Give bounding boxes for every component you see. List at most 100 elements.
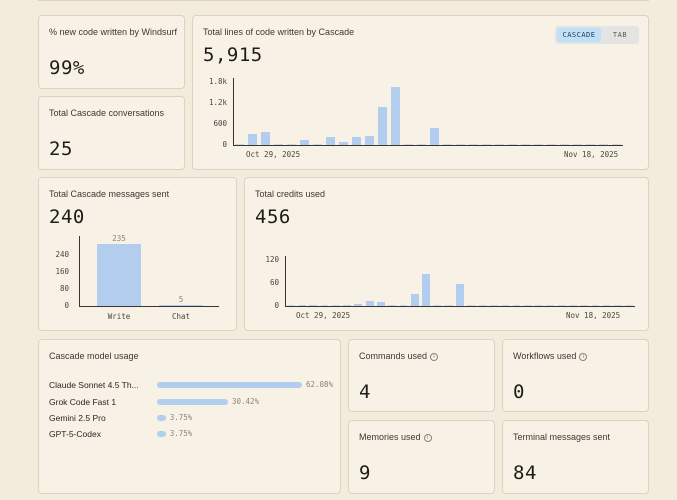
chart-bar [481,144,492,145]
x-tick-label: Oct 29, 2025 [246,150,301,159]
x-tick-label: Oct 29, 2025 [296,311,351,320]
chart-bar [351,136,362,145]
y-axis [79,236,80,306]
conversations-value: 25 [49,138,73,160]
chart-bar [388,305,397,306]
workflows-title: Workflows used [513,351,577,361]
chart-bar [602,305,611,306]
x-tick-label: Nov 18, 2025 [566,311,621,320]
model-row: Grok Code Fast 1 30.42% [49,397,349,407]
data-label: 235 [112,233,126,243]
chart-bar [309,304,318,306]
chart-bar [286,305,295,306]
credits-title: Total credits used [255,189,326,199]
chart-bar [456,284,464,306]
chart-bar [312,144,323,145]
chart-bar [390,87,401,145]
model-percentage: 30.42% [232,397,260,406]
model-percentage: 3.75% [169,413,193,422]
model-name: Grok Code Fast 1 [49,397,117,407]
chart-bar [320,305,329,306]
chart-bar [247,133,258,145]
chart-bar [501,305,510,306]
chart-bar [338,142,349,145]
workflows-value: 0 [513,381,525,403]
chart-bar [234,144,245,145]
y-tick-label: 0 [64,301,69,310]
chart-bar [611,144,622,145]
y-tick-label: 1.2k [208,98,227,107]
toggle-cascade[interactable]: CASCADE [557,28,601,42]
model-row: Claude Sonnet 4.5 Th... 62.08% [49,380,349,390]
chart-bar [433,305,442,306]
chart-bar [546,144,557,145]
model-usage-bar [157,431,166,437]
y-axis [285,256,286,306]
y-tick-label: 60 [269,278,279,287]
terminal-title: Terminal messages sent [513,432,611,442]
y-tick-label: 0 [222,140,227,149]
chart-bar [512,305,521,306]
y-tick-label: 160 [55,267,69,276]
messages-chart: 240 160 80 0 235 Write 5 Chat [39,178,238,332]
chart-bar [580,305,589,306]
y-tick-label: 1.8k [208,77,227,86]
cascade-tab-toggle: CASCADE TAB [555,26,639,44]
conversations-card: Total Cascade conversations 25 [38,96,185,170]
chart-bar [364,135,375,145]
terminal-value: 84 [513,462,537,484]
chart-bar [535,305,543,306]
info-icon[interactable]: i [423,433,432,442]
chart-bar [478,305,487,306]
info-icon[interactable]: i [430,352,439,361]
chart-bar [489,305,498,306]
y-tick-label: 120 [265,255,279,264]
chart-bar [557,305,566,306]
lines-chart: 1.8k 1.2k 600 0 Oct 29, 2025 Nov 18, 2025 [193,16,650,171]
chart-bar [468,144,479,145]
chart-bar [442,144,453,145]
info-icon[interactable]: i [579,352,588,361]
credits-chart: 120 60 0 Oct 29, 2025 Nov 18, 2025 [245,178,650,332]
memories-title-wrap: Memories used i [359,432,432,442]
chart-bar [546,305,555,306]
memories-card: Memories used i 9 [348,420,495,494]
conversations-title: Total Cascade conversations [49,108,165,118]
chart-bar [533,144,544,145]
y-tick-label: 80 [59,284,69,293]
chart-bar [286,144,297,145]
messages-title: Total Cascade messages sent [49,189,170,199]
chart-bar [343,304,352,306]
toggle-tab[interactable]: TAB [612,31,628,39]
x-axis [285,306,635,307]
chart-bar [559,144,570,145]
chart-bar [297,304,306,306]
top-divider [38,0,649,1]
chart-bar [625,305,634,306]
data-label: 5 [178,294,184,304]
model-name: Claude Sonnet 4.5 Th... [49,380,139,390]
lines-card: Total lines of code written by Cascade 5… [192,15,649,170]
chart-bar [568,305,577,306]
chart-bar [377,106,388,145]
commands-title-wrap: Commands used i [359,351,439,361]
model-percentage: 3.75% [169,429,193,438]
model-usage-card: Cascade model usage Claude Sonnet 4.5 Th… [38,339,341,494]
memories-title: Memories used [359,432,421,442]
memories-value: 9 [359,462,371,484]
chart-bar [507,144,518,145]
y-tick-label: 0 [274,301,279,310]
messages-value: 240 [49,206,85,228]
new-code-card: % new code written by Windsurf 99% [38,15,185,89]
chart-bar [416,144,427,145]
chart-bar [399,305,408,306]
model-usage-bar [157,382,302,388]
commands-card: Commands used i 4 [348,339,495,412]
workflows-title-wrap: Workflows used i [513,351,588,361]
chart-bar [422,274,431,306]
chart-bar [299,139,310,145]
chart-bar [572,144,583,145]
chart-bar [377,301,385,306]
model-name: GPT-5-Codex [49,429,101,439]
model-percentage: 62.08% [306,380,334,389]
